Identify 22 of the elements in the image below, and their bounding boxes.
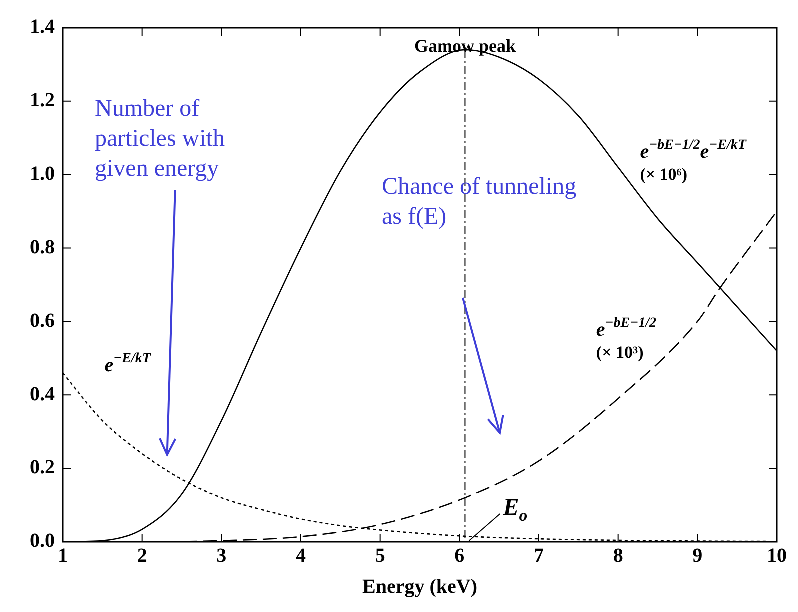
annotation: Chance of tunneling as f(E): [382, 173, 578, 232]
x-tick-label: 6: [454, 545, 465, 568]
x-tick-label: 5: [375, 545, 386, 568]
x-tick-label: 2: [137, 545, 148, 568]
y-tick-label: 0.2: [30, 456, 55, 479]
x-tick-label: 4: [296, 545, 306, 568]
x-tick-label: 3: [216, 545, 227, 568]
ref-line-label: Gamow peak: [414, 36, 516, 56]
annotation: Number of particles with given energy: [95, 95, 226, 184]
y-tick-label: 0.8: [30, 236, 55, 258]
x-tick-label: 9: [692, 545, 703, 568]
y-tick-label: 0.4: [30, 383, 55, 406]
y-tick-label: 0.0: [30, 530, 55, 552]
x-tick-label: 1: [58, 545, 68, 568]
x-axis-title: Energy (keV): [362, 576, 478, 598]
y-tick-label: 1.0: [30, 163, 55, 186]
y-tick-label: 1.4: [30, 16, 55, 38]
x-tick-label: 10: [767, 545, 787, 568]
y-tick-label: 0.6: [30, 310, 55, 332]
x-tick-label: 7: [534, 545, 544, 568]
x-tick-label: 8: [613, 545, 624, 568]
y-tick-label: 1.2: [30, 90, 55, 112]
